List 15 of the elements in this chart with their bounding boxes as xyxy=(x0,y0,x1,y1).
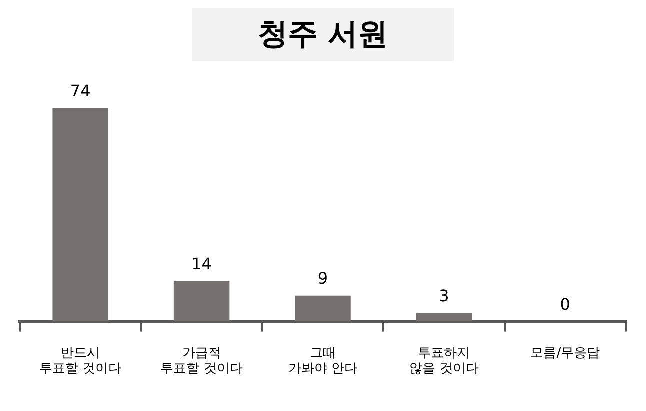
x-tick-label: 투표하지 않을 것이다 xyxy=(410,346,479,377)
bar xyxy=(416,313,472,322)
x-tick-label: 모름/무응답 xyxy=(530,346,600,361)
data-label: 14 xyxy=(192,254,212,274)
data-label: 74 xyxy=(70,81,91,100)
x-tick-label: 가급적 투표할 것이다 xyxy=(160,346,243,377)
data-label: 0 xyxy=(560,294,570,314)
bar xyxy=(295,296,351,322)
chart-title: 청주 서원 xyxy=(192,8,454,61)
data-label: 9 xyxy=(318,268,328,288)
x-tick-label: 반드시 투표할 것이다 xyxy=(40,346,122,377)
bar xyxy=(174,281,230,322)
x-tick-label: 그때 가봐야 안다 xyxy=(288,346,358,377)
bar xyxy=(52,108,108,322)
data-label: 3 xyxy=(439,286,450,306)
